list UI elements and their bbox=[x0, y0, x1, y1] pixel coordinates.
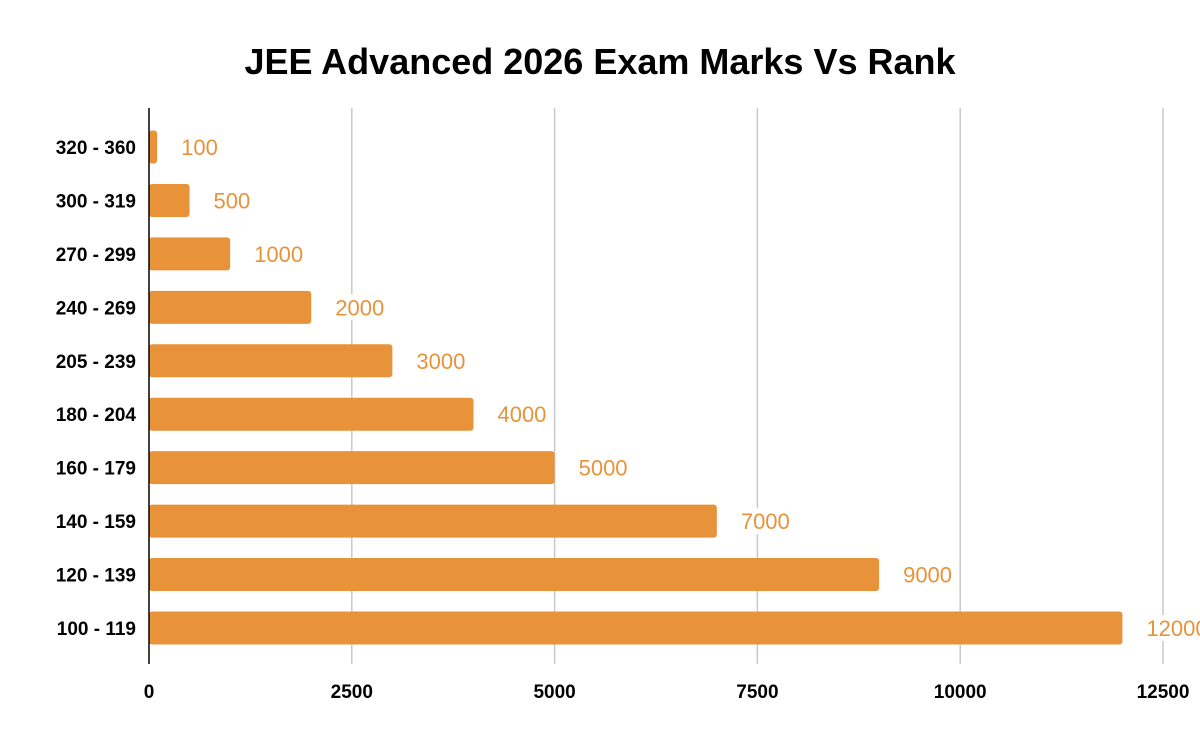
data-label: 100 bbox=[181, 135, 218, 160]
x-tick-label: 12500 bbox=[1137, 682, 1190, 703]
y-category-label: 120 - 139 bbox=[56, 566, 136, 587]
x-axis-ticks: 0 2500 5000 7500 10000 12500 bbox=[144, 682, 1190, 703]
y-category-label: 240 - 269 bbox=[56, 298, 136, 319]
y-axis-labels: 320 - 360 300 - 319 270 - 299 240 - 269 205 … bbox=[56, 138, 137, 640]
chart-title: JEE Advanced 2026 Exam Marks Vs Rank bbox=[244, 41, 956, 82]
data-label: 500 bbox=[214, 188, 251, 213]
bar bbox=[149, 290, 312, 324]
y-category-label: 320 - 360 bbox=[56, 138, 136, 159]
data-label: 12000 bbox=[1146, 616, 1200, 641]
x-tick-label: 5000 bbox=[533, 682, 575, 703]
bar bbox=[149, 558, 880, 592]
data-label-background bbox=[211, 187, 254, 214]
data-label-background bbox=[414, 347, 469, 374]
data-label-background bbox=[738, 508, 793, 535]
data-label: 4000 bbox=[497, 402, 546, 427]
y-category-label: 180 - 204 bbox=[56, 405, 137, 426]
data-label: 2000 bbox=[335, 295, 384, 320]
bar bbox=[149, 451, 555, 485]
data-label: 9000 bbox=[903, 563, 952, 588]
data-labels: 100 500 1000 2000 3000 4000 5000 7000 9000 12000 bbox=[179, 134, 1200, 641]
y-category-label: 160 - 179 bbox=[56, 459, 136, 480]
data-label: 3000 bbox=[416, 349, 465, 374]
bar bbox=[149, 183, 190, 217]
data-label: 7000 bbox=[741, 509, 790, 534]
data-label-background bbox=[576, 454, 631, 481]
x-tick-label: 2500 bbox=[331, 682, 373, 703]
bar bbox=[149, 130, 158, 164]
data-label-background bbox=[495, 401, 550, 428]
data-label: 1000 bbox=[254, 242, 303, 267]
data-label-background bbox=[179, 134, 221, 160]
bar bbox=[149, 397, 474, 431]
y-category-label: 270 - 299 bbox=[56, 245, 136, 266]
y-category-label: 140 - 159 bbox=[56, 512, 136, 533]
data-label-background bbox=[1144, 615, 1200, 641]
y-category-label: 205 - 239 bbox=[56, 352, 136, 373]
data-label: 5000 bbox=[579, 456, 628, 481]
bar bbox=[149, 611, 1123, 645]
x-tick-label: 10000 bbox=[934, 682, 987, 703]
data-label-background bbox=[901, 561, 956, 588]
bar bbox=[149, 237, 231, 271]
bar bbox=[149, 504, 717, 538]
data-label-background bbox=[252, 240, 307, 267]
x-tick-label: 0 bbox=[144, 682, 155, 703]
bars bbox=[149, 130, 1123, 645]
y-category-label: 300 - 319 bbox=[56, 191, 136, 212]
bar bbox=[149, 344, 393, 378]
data-label-background bbox=[333, 294, 388, 321]
x-tick-label: 7500 bbox=[736, 682, 778, 703]
y-category-label: 100 - 119 bbox=[57, 619, 136, 640]
